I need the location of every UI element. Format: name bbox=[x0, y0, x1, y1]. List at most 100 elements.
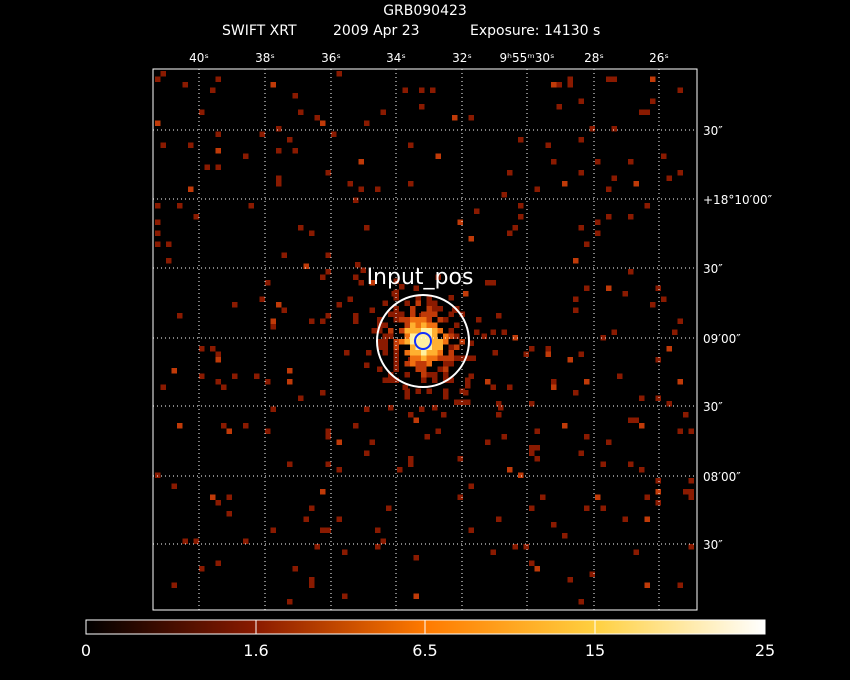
photon-pixel bbox=[476, 317, 482, 323]
photon-pixel bbox=[410, 311, 416, 317]
photon-pixel bbox=[419, 406, 425, 412]
photon-pixel bbox=[369, 280, 375, 286]
photon-pixel bbox=[393, 344, 399, 350]
photon-pixel bbox=[408, 181, 414, 187]
ra-label: 34ˢ bbox=[386, 51, 406, 65]
photon-pixel bbox=[160, 142, 166, 148]
photon-pixel bbox=[177, 313, 183, 319]
photon-pixel bbox=[512, 335, 518, 341]
photon-pixel bbox=[265, 428, 271, 434]
photon-pixel bbox=[408, 412, 414, 418]
photon-pixel bbox=[426, 322, 432, 328]
photon-pixel bbox=[454, 344, 460, 350]
photon-pixel bbox=[336, 302, 342, 308]
photon-pixel bbox=[325, 434, 331, 440]
photon-pixel bbox=[611, 76, 617, 82]
photon-pixel bbox=[688, 544, 694, 550]
photon-pixel bbox=[529, 346, 535, 352]
ra-label: 36ˢ bbox=[321, 51, 341, 65]
photon-pixel bbox=[325, 527, 331, 533]
photon-pixel bbox=[448, 350, 454, 356]
photon-pixel bbox=[243, 423, 249, 429]
photon-pixel bbox=[688, 489, 694, 495]
photon-pixel bbox=[402, 384, 408, 390]
photon-pixel bbox=[413, 417, 419, 423]
photon-pixel bbox=[496, 401, 502, 407]
photon-pixel bbox=[415, 350, 421, 356]
photon-pixel bbox=[421, 339, 427, 345]
photon-pixel bbox=[622, 291, 628, 297]
photon-pixel bbox=[421, 317, 427, 323]
image-pixels bbox=[155, 71, 694, 605]
dec-label: 08′00″ bbox=[703, 470, 741, 484]
photon-pixel bbox=[545, 351, 551, 357]
photon-pixel bbox=[562, 181, 568, 187]
photon-pixel bbox=[415, 361, 421, 367]
photon-pixel bbox=[435, 153, 441, 159]
photon-pixel bbox=[606, 76, 612, 82]
photon-pixel bbox=[382, 350, 388, 356]
photon-pixel bbox=[410, 317, 416, 323]
photon-pixel bbox=[325, 461, 331, 467]
photon-pixel bbox=[437, 344, 443, 350]
photon-pixel bbox=[366, 350, 372, 356]
photon-pixel bbox=[551, 159, 557, 165]
photon-pixel bbox=[443, 388, 449, 394]
photon-pixel bbox=[415, 388, 421, 394]
photon-pixel bbox=[221, 423, 227, 429]
photon-pixel bbox=[426, 350, 432, 356]
photon-pixel bbox=[534, 445, 540, 451]
photon-pixel bbox=[452, 115, 458, 121]
photon-pixel bbox=[399, 317, 405, 323]
photon-pixel bbox=[388, 311, 394, 317]
photon-pixel bbox=[408, 142, 414, 148]
coordinate-grid bbox=[153, 69, 697, 610]
exposure: Exposure: 14130 s bbox=[470, 23, 600, 39]
photon-pixel bbox=[404, 322, 410, 328]
photon-pixel bbox=[415, 333, 421, 339]
photon-pixel bbox=[677, 582, 683, 588]
photon-pixel bbox=[215, 351, 221, 357]
photon-pixel bbox=[432, 322, 438, 328]
photon-pixel bbox=[421, 377, 427, 383]
photon-pixel bbox=[551, 379, 557, 385]
photon-pixel bbox=[490, 329, 496, 335]
photon-pixel bbox=[683, 489, 689, 495]
photon-pixel bbox=[287, 379, 293, 385]
photon-pixel bbox=[388, 405, 394, 411]
dec-label: 30″ bbox=[703, 400, 723, 414]
ra-label: 26ˢ bbox=[649, 51, 669, 65]
photon-pixel bbox=[336, 516, 342, 522]
photon-pixel bbox=[573, 307, 579, 313]
photon-pixel bbox=[490, 384, 496, 390]
photon-pixel bbox=[470, 355, 476, 361]
photon-pixel bbox=[193, 538, 199, 544]
photon-pixel bbox=[410, 306, 416, 312]
photon-pixel bbox=[611, 175, 617, 181]
photon-pixel bbox=[393, 361, 399, 367]
photon-pixel bbox=[584, 434, 590, 440]
photon-pixel bbox=[507, 384, 513, 390]
photon-pixel bbox=[336, 467, 342, 473]
photon-pixel bbox=[298, 225, 304, 231]
photon-pixel bbox=[424, 434, 430, 440]
photon-pixel bbox=[188, 186, 194, 192]
photon-pixel bbox=[155, 203, 161, 209]
photon-pixel bbox=[518, 472, 524, 478]
photon-pixel bbox=[364, 450, 370, 456]
photon-pixel bbox=[382, 339, 388, 345]
photon-pixel bbox=[485, 439, 491, 445]
photon-pixel bbox=[215, 357, 221, 363]
photon-pixel bbox=[523, 351, 529, 357]
photon-pixel bbox=[459, 388, 465, 394]
photon-pixel bbox=[426, 339, 432, 345]
photon-pixel bbox=[578, 98, 584, 104]
photon-pixel bbox=[248, 203, 254, 209]
photon-pixel bbox=[426, 317, 432, 323]
photon-pixel bbox=[448, 311, 454, 317]
photon-pixel bbox=[639, 395, 645, 401]
photon-pixel bbox=[463, 291, 469, 297]
photon-pixel bbox=[415, 366, 421, 372]
photon-pixel bbox=[501, 329, 507, 335]
photon-pixel bbox=[448, 355, 454, 361]
